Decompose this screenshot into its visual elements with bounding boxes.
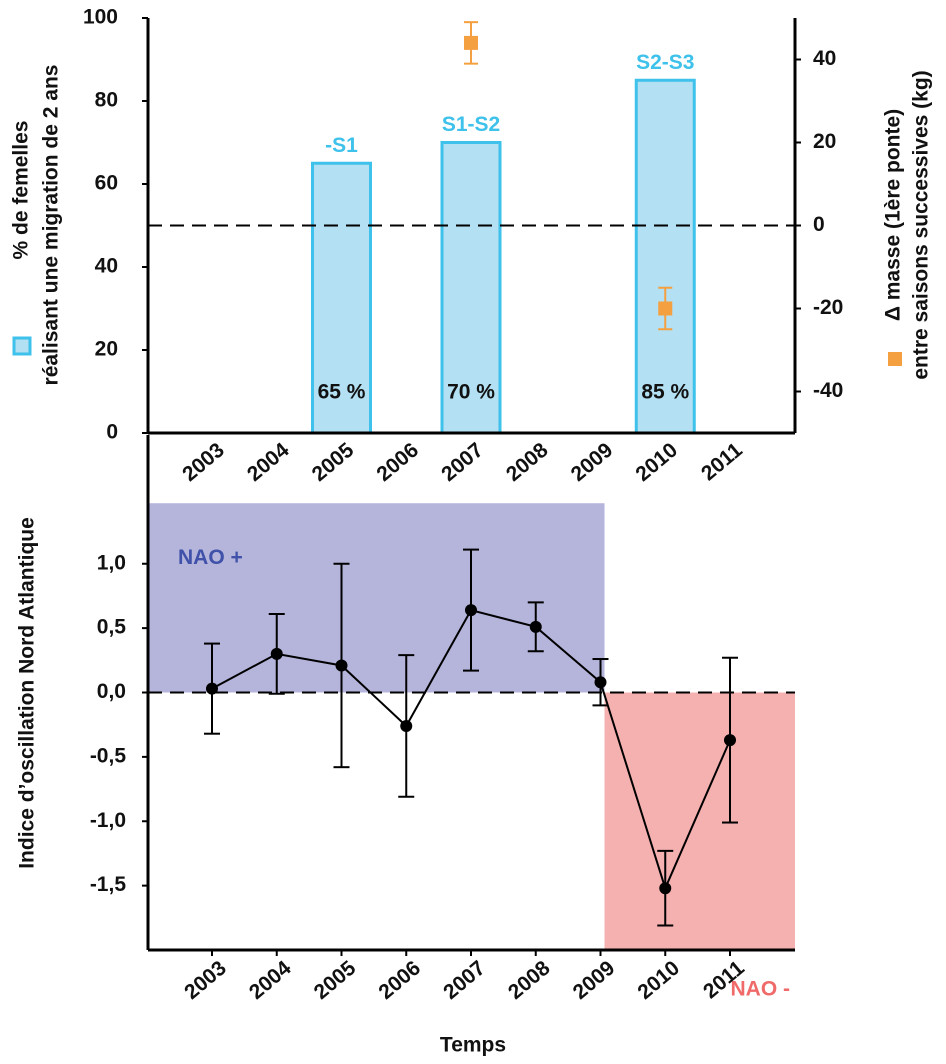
y-tick-label: 0,0 (97, 680, 126, 703)
x-tick-label: 2009 (569, 956, 620, 1004)
point (206, 682, 218, 695)
x-tick-label: 2005 (310, 956, 361, 1004)
region-label: NAO + (178, 546, 243, 569)
x-tick-label: 2005 (308, 438, 359, 486)
y-tick-label: -1,5 (90, 873, 127, 896)
y2-tick-label: -20 (813, 296, 843, 319)
x-axis-label: Temps (440, 1034, 506, 1057)
value-label: 65 % (318, 381, 366, 404)
region-label: NAO - (731, 978, 791, 1001)
value-label: 85 % (641, 381, 689, 404)
x-tick-label: 2010 (631, 438, 682, 486)
y2-tick-label: 20 (813, 130, 836, 153)
x-tick-label: 2009 (567, 438, 618, 486)
x-tick-label: 2007 (439, 956, 490, 1004)
x-tick-label: 2007 (437, 438, 488, 486)
x-tick-label: 2008 (502, 438, 553, 486)
y-tick-label: 0,5 (97, 616, 127, 639)
bar-label: S1-S2 (442, 113, 500, 136)
point (335, 659, 348, 672)
marker (464, 35, 478, 50)
value-label: 70 % (447, 381, 495, 404)
y-tick-label: 100 (83, 6, 118, 29)
legend-icon (888, 352, 902, 366)
y2-axis-label: Δ masse (1ère ponte) (882, 109, 905, 321)
bar (440, 141, 502, 435)
y2-tick-label: -40 (813, 379, 843, 402)
y-axis-label: réalisant une migration de 2 ans (40, 65, 63, 386)
x-tick-label: 2008 (504, 956, 555, 1004)
point (529, 620, 542, 633)
y2-tick-label: 40 (813, 47, 836, 70)
y-tick-label: -0,5 (90, 744, 127, 767)
region (148, 503, 605, 693)
point (400, 719, 413, 732)
point (724, 734, 736, 747)
x-tick-label: 2004 (245, 956, 296, 1004)
y2-tick-label: 0 (813, 213, 825, 236)
y-tick-label: 80 (95, 89, 118, 112)
x-tick-label: 2011 (697, 438, 747, 485)
x-tick-label: 2006 (372, 438, 423, 486)
y-tick-label: 60 (95, 172, 118, 195)
y-axis-label: Indice d’oscillation Nord Atlantique (16, 517, 39, 869)
y-tick-label: 20 (95, 338, 118, 361)
point (659, 882, 672, 895)
point (270, 647, 283, 660)
point (594, 676, 607, 689)
y-axis-label: % de femelles (10, 121, 33, 260)
y-tick-label: 0 (106, 421, 118, 444)
y-tick-label: -1,0 (90, 809, 126, 832)
x-tick-label: 2003 (178, 438, 229, 486)
point (465, 604, 477, 617)
y-tick-label: 40 (95, 255, 118, 278)
legend-icon (12, 336, 32, 356)
x-tick-label: 2010 (633, 956, 684, 1004)
bar-label: -S1 (325, 134, 358, 157)
marker (658, 301, 673, 316)
x-tick-label: 2006 (374, 956, 425, 1004)
bar-label: S2-S3 (636, 51, 694, 74)
region (604, 692, 795, 950)
bar (311, 161, 372, 435)
x-tick-label: 2003 (180, 956, 231, 1004)
y-tick-label: 1,0 (97, 551, 126, 574)
x-tick-label: 2004 (243, 438, 294, 486)
y2-axis-label: entre saisons successives (kg) (910, 70, 933, 379)
